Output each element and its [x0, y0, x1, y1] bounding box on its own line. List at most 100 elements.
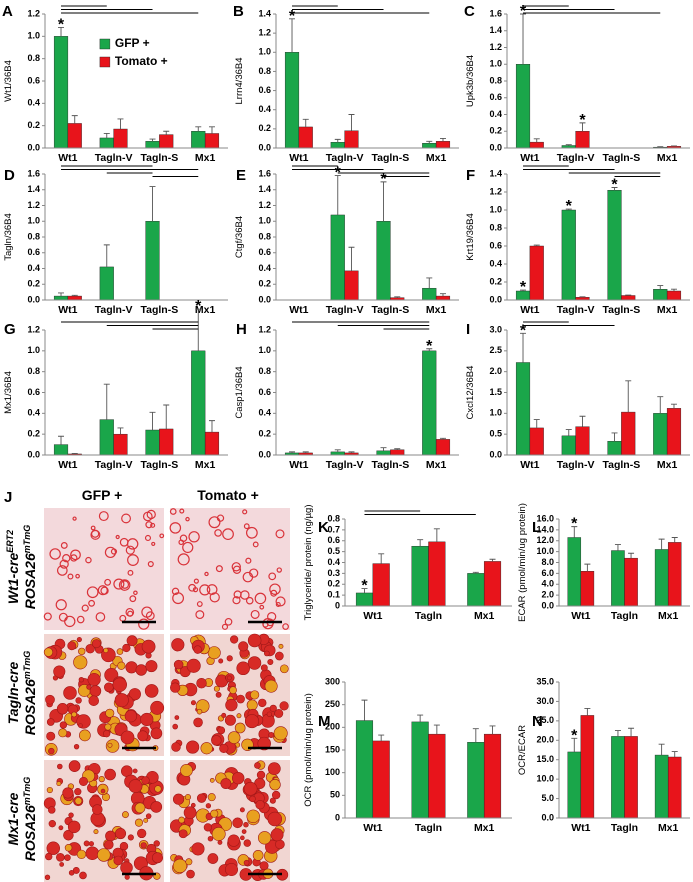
legend-label: Tomato + — [115, 54, 168, 68]
y-tick-label: 1.2 — [258, 324, 271, 334]
y-tick-label: 0.2 — [489, 126, 502, 136]
y-tick-label: 25.0 — [536, 715, 554, 725]
y-tick-label: 0.6 — [258, 387, 271, 397]
x-tick-label: Mx1 — [657, 304, 678, 316]
error-bar — [520, 13, 527, 65]
cell — [206, 584, 218, 595]
cell — [124, 874, 130, 880]
y-tick-label: 1.0 — [489, 408, 502, 418]
cell — [177, 553, 190, 566]
bar — [580, 571, 595, 607]
cell — [170, 682, 181, 693]
bar — [575, 426, 590, 456]
cell — [64, 843, 73, 852]
error-bar — [628, 727, 635, 737]
bar — [330, 214, 345, 301]
cell — [273, 726, 288, 741]
cell — [145, 813, 152, 819]
cell — [178, 829, 188, 839]
cell — [279, 701, 289, 711]
y-tick-label: 15.0 — [536, 754, 554, 764]
cell — [186, 740, 200, 754]
cell — [239, 807, 245, 813]
bar — [515, 64, 531, 149]
y-tick-label: 1.6 — [27, 168, 40, 178]
cell — [222, 528, 234, 541]
cell — [245, 714, 260, 729]
cell — [274, 709, 284, 718]
cell — [104, 682, 114, 693]
cell — [236, 713, 242, 719]
row-label-sup: ERT2 — [5, 530, 15, 553]
error-bar — [520, 332, 527, 363]
y-tick-label: 1.4 — [258, 184, 271, 194]
cell — [63, 829, 74, 841]
cell — [152, 852, 163, 864]
cell — [200, 742, 213, 755]
cell — [257, 831, 272, 845]
cell — [124, 710, 138, 723]
y-tick-label: 0.2 — [489, 276, 502, 286]
bar — [99, 266, 114, 301]
cell — [91, 639, 101, 649]
cell — [183, 806, 197, 820]
error-bar — [433, 724, 440, 735]
cell — [56, 703, 69, 715]
y-tick-label: 300 — [325, 676, 340, 686]
y-tick-label: 0.0 — [27, 294, 40, 304]
cell — [151, 541, 156, 547]
cell — [264, 679, 278, 693]
error-bar — [163, 404, 170, 429]
bar — [113, 433, 128, 456]
cell — [256, 770, 266, 780]
x-tick-label: Tagln-S — [603, 152, 641, 164]
cell — [118, 579, 131, 591]
y-axis-label: ECAR (pmol/min/ug protein) — [517, 503, 528, 622]
cell — [85, 556, 92, 564]
cell — [76, 849, 87, 860]
y-tick-label: 0.8 — [27, 366, 40, 376]
y-tick-label: 0.6 — [489, 240, 502, 250]
y-tick-label: 0.6 — [258, 247, 271, 257]
bar — [53, 36, 69, 149]
y-tick-label: 0.4 — [258, 104, 271, 114]
row-label-text: ROSA26 — [22, 805, 38, 861]
cell — [236, 661, 250, 676]
y-tick-label: 1.5 — [489, 387, 502, 397]
cell — [115, 534, 120, 540]
error-bar — [571, 737, 578, 752]
y-tick-label: 0.4 — [258, 263, 271, 273]
cell — [193, 578, 199, 584]
cell — [46, 731, 56, 741]
y-tick-label: 0.0 — [489, 294, 502, 304]
error-bar — [289, 451, 296, 453]
bar — [204, 133, 220, 149]
error-bar — [302, 118, 309, 127]
cell — [150, 522, 156, 528]
cell — [266, 711, 272, 717]
chart-panel: E Ctgf/36B4 0.0 0.2 0.4 0.6 0.8 1.0 1.2 1.4 1.6 Wt1… — [234, 165, 459, 316]
bar — [624, 557, 638, 607]
x-tick-label: Wt1 — [289, 459, 308, 471]
cell — [180, 764, 193, 777]
error-bar — [657, 285, 664, 290]
cell — [241, 829, 247, 834]
y-tick-label: 1.4 — [489, 168, 502, 178]
cell — [63, 686, 77, 700]
cell — [90, 529, 101, 540]
cell — [97, 848, 111, 862]
y-axis-label: OCR (pmol/min/ug protein) — [303, 693, 314, 807]
column-header: GFP + — [82, 487, 123, 503]
cell — [122, 643, 131, 653]
panel-letter: E — [236, 167, 246, 184]
cell — [127, 834, 134, 841]
bar — [330, 142, 345, 149]
cell — [213, 685, 220, 692]
y-tick-label: 0.0 — [489, 449, 502, 459]
y-tick-label: 0.0 — [27, 142, 40, 152]
cell — [100, 788, 106, 794]
bar — [667, 542, 682, 607]
cell — [196, 708, 203, 715]
cell — [217, 726, 226, 735]
error-bar — [472, 571, 479, 574]
